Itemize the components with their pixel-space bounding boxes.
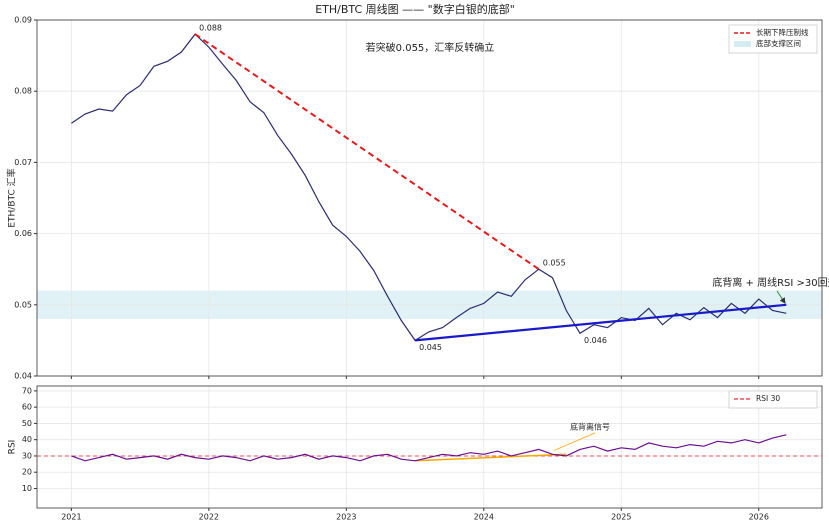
y-tick-label: 0.07	[14, 158, 32, 167]
legend-label: 底部支撑区间	[756, 38, 801, 48]
y-tick-label: 10	[22, 484, 32, 493]
legend-swatch	[734, 41, 751, 47]
x-tick-label: 2023	[336, 513, 356, 522]
x-tick-label: 2021	[61, 513, 81, 522]
legend-label: 长期下降压制线	[756, 27, 809, 37]
y-tick-label: 0.09	[14, 16, 32, 25]
chart-title: ETH/BTC 周线图 —— "数字白银的底部"	[315, 2, 515, 16]
annotation: 若突破0.055，汇率反转确立	[366, 41, 495, 54]
plot-frame	[36, 19, 823, 377]
x-tick-label: 2026	[749, 513, 769, 522]
y-tick-label: 30	[22, 451, 32, 460]
point-label: 0.046	[584, 336, 607, 345]
data-line	[71, 434, 787, 462]
divergence-label: 底背离信号	[570, 421, 610, 431]
x-tick-label: 2025	[611, 513, 631, 522]
y-axis-label: ETH/BTC 汇率	[6, 168, 18, 227]
trend-line	[414, 303, 787, 342]
data-line	[71, 33, 787, 342]
annotation-arrow	[554, 432, 596, 451]
y-tick-label: 0.04	[14, 372, 32, 381]
annotation: 底背离 + 周线RSI >30回升	[712, 276, 829, 289]
y-tick-label: 40	[22, 435, 32, 444]
y-tick-label: 0.08	[14, 87, 32, 96]
legend-label: RSI 30	[756, 394, 780, 403]
plot-frame	[36, 385, 823, 509]
point-label: 0.088	[199, 24, 222, 33]
y-tick-label: 50	[22, 419, 32, 428]
y-tick-label: 60	[22, 403, 32, 412]
y-tick-label: 20	[22, 468, 32, 477]
legend-box	[728, 24, 818, 54]
x-tick-label: 2022	[199, 513, 219, 522]
divergence-line	[415, 453, 567, 462]
point-label: 0.055	[543, 259, 566, 268]
point-label: 0.045	[419, 343, 442, 352]
y-tick-label: 0.05	[14, 300, 32, 309]
x-tick-label: 2024	[474, 513, 494, 522]
y-axis-label: RSI	[8, 440, 18, 455]
y-tick-label: 0.06	[14, 229, 32, 238]
y-tick-label: 70	[22, 386, 32, 395]
legend-box	[728, 390, 818, 409]
annotation-arrow	[776, 290, 786, 304]
